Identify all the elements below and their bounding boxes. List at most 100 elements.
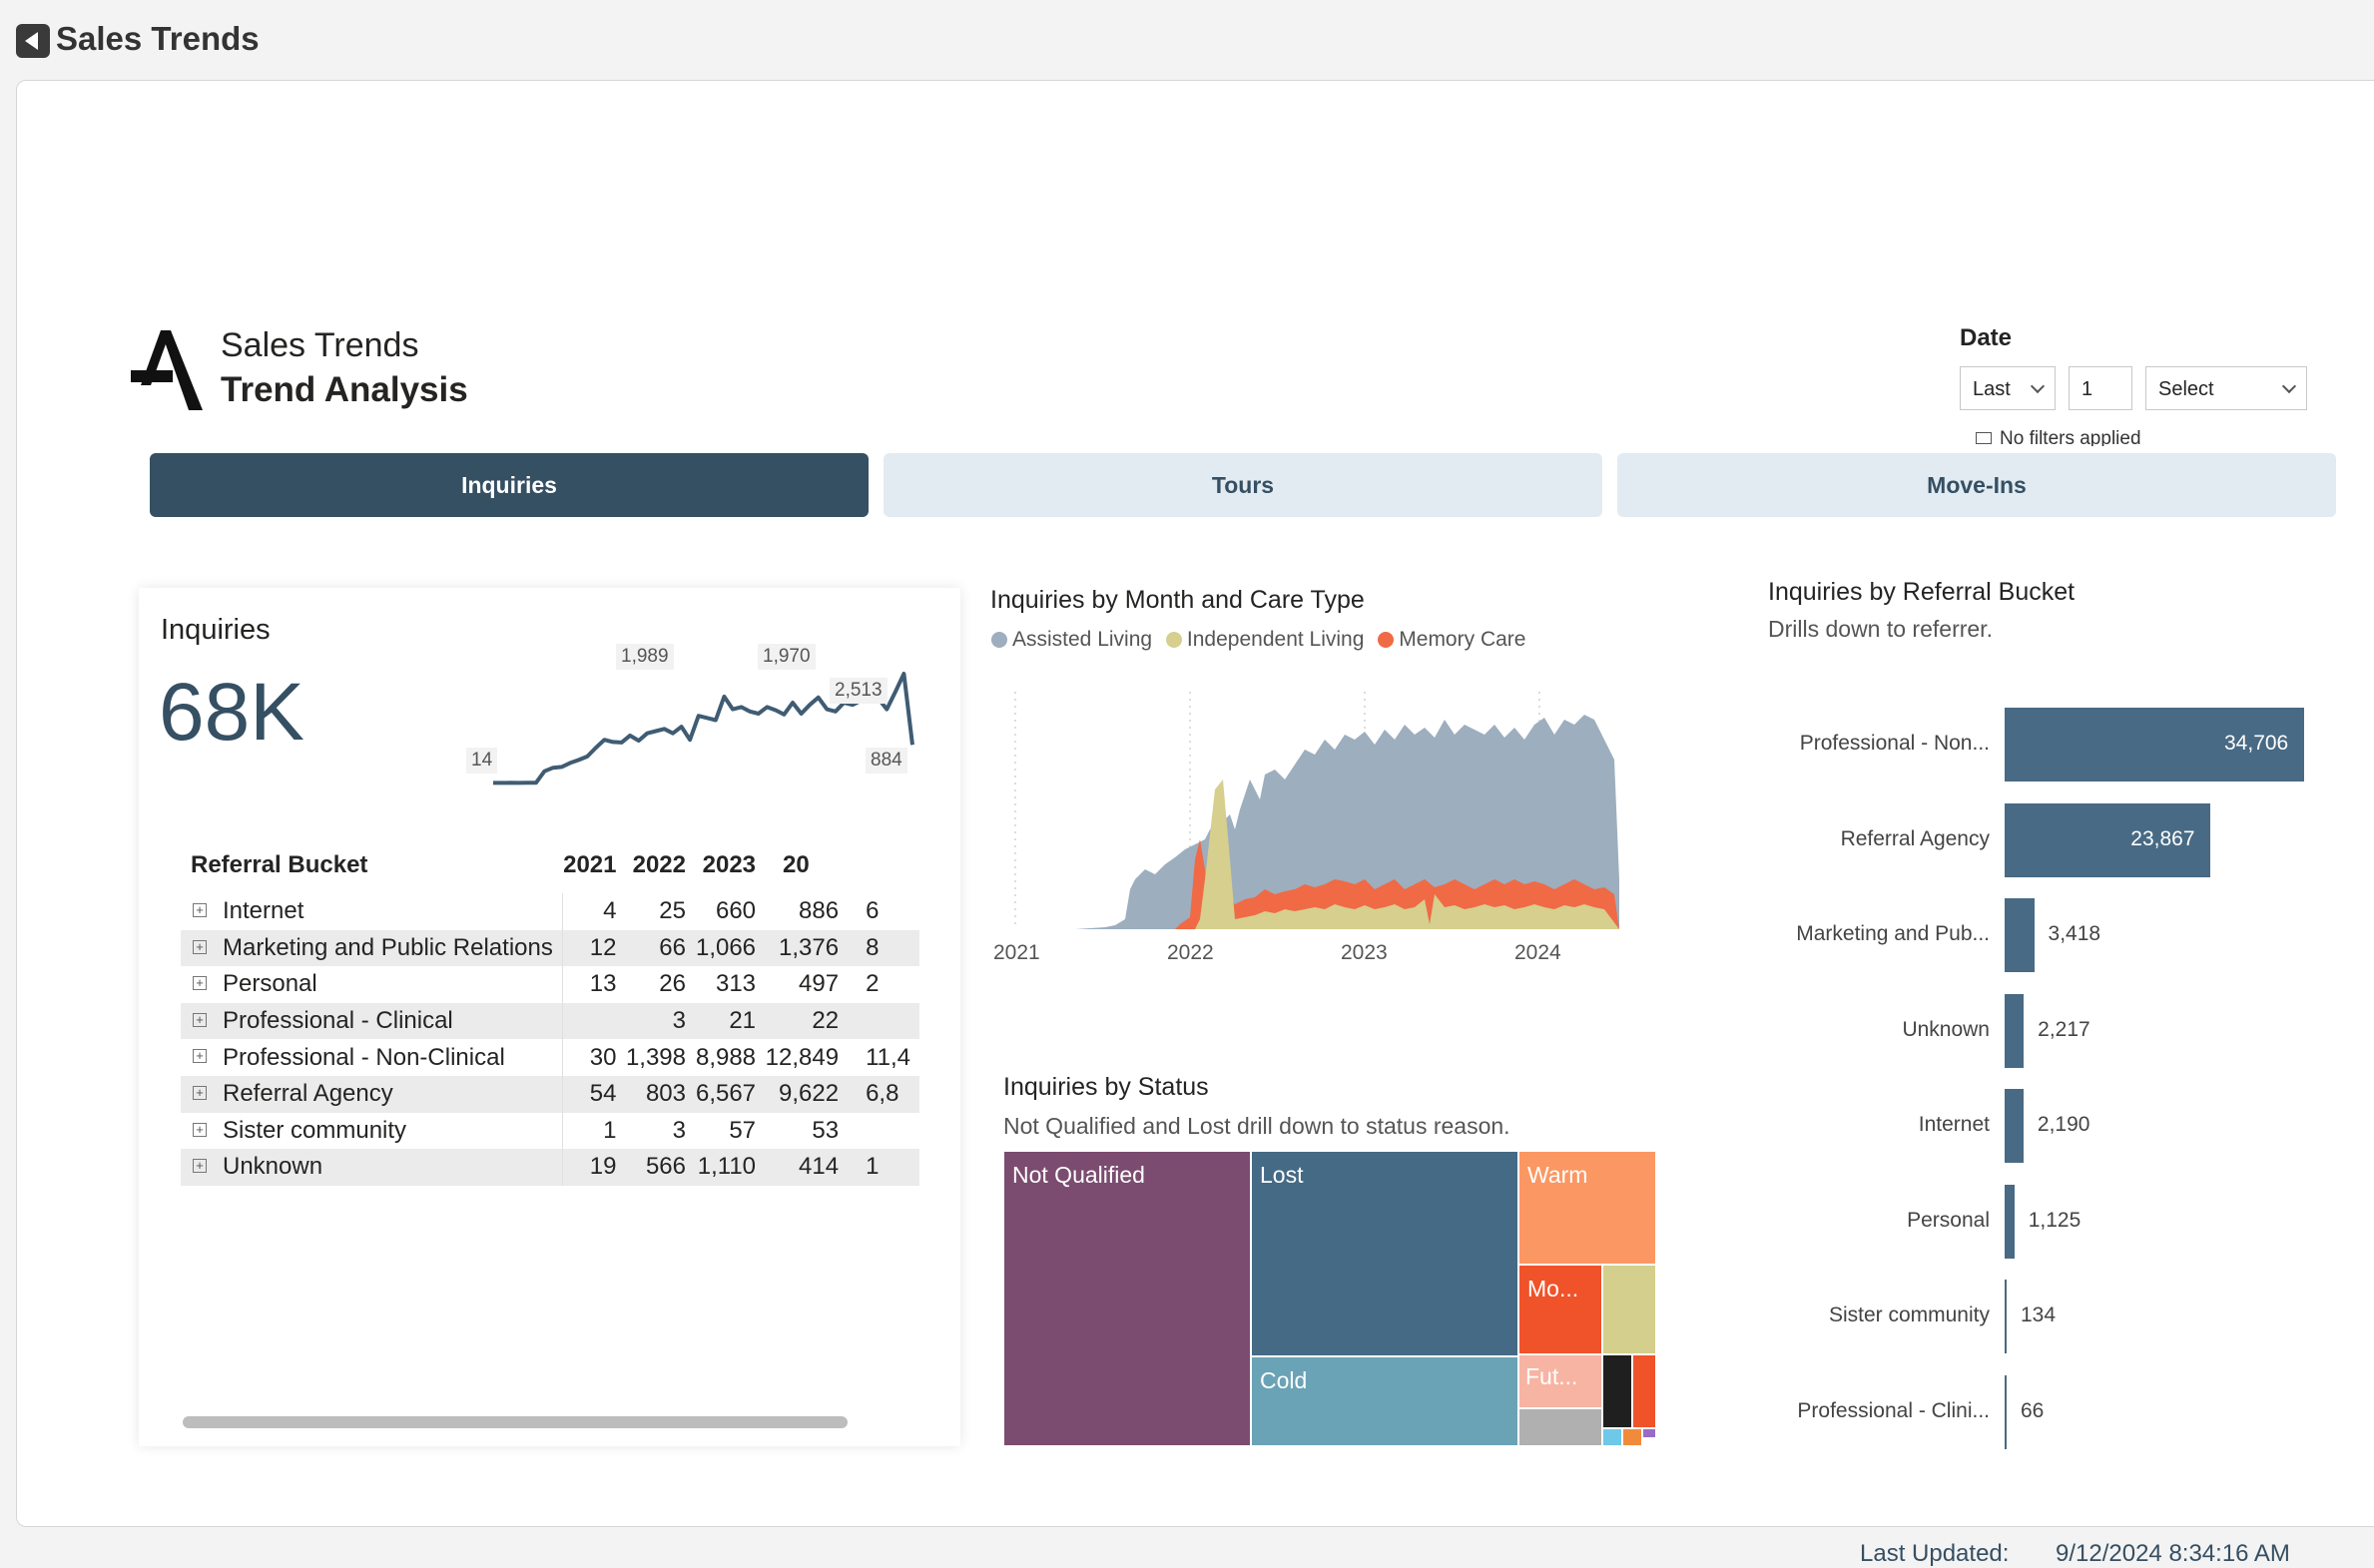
expand-plus-icon[interactable]: +: [193, 939, 207, 954]
sparkline-recent-label: 2,513: [830, 678, 888, 704]
expand-plus-icon[interactable]: +: [193, 1122, 207, 1137]
brand-line-1: Sales Trends: [221, 326, 419, 364]
series-assisted-living[interactable]: [1015, 715, 1619, 929]
expand-plus-icon[interactable]: +: [193, 1085, 207, 1100]
bar-category-label: Marketing and Pub...: [1796, 922, 1990, 945]
bar-category-label: Professional - Non...: [1799, 732, 1990, 755]
cell-value: 12: [562, 929, 626, 967]
cell-value: 497: [799, 970, 840, 998]
matrix-header-2024[interactable]: 20: [783, 851, 810, 878]
treemap-not-qualified[interactable]: Not Qualified: [1003, 1151, 1251, 1446]
treemap-tile-small[interactable]: [1642, 1428, 1656, 1438]
table-row[interactable]: Personal + 13 26 313 497 2: [181, 966, 919, 1003]
date-filter-label: Date: [1960, 324, 2013, 351]
expand-plus-icon[interactable]: +: [193, 976, 207, 991]
sparkline-line: [493, 672, 914, 785]
tab-move-ins[interactable]: Move-Ins: [1617, 453, 2336, 517]
table-row[interactable]: Professional - Non-Clinical + 30 1,398 8,988…: [181, 1039, 919, 1076]
bar[interactable]: [2005, 1184, 2015, 1259]
x-tick-2021: 2021: [993, 941, 1040, 964]
bar[interactable]: [2005, 1089, 2024, 1163]
cell-value: 414: [765, 1149, 849, 1186]
x-tick-2023: 2023: [1341, 941, 1388, 964]
date-relative-dropdown[interactable]: Last: [1960, 366, 2056, 410]
bar[interactable]: [2005, 993, 2025, 1068]
month-chart-title: Inquiries by Month and Care Type: [990, 586, 1365, 614]
cell-value: 3: [625, 1002, 695, 1040]
tab-tours[interactable]: Tours: [884, 453, 1602, 517]
treemap-tile-red[interactable]: [1632, 1354, 1656, 1428]
chevron-down-icon: [2030, 378, 2046, 394]
last-updated-value: 9/12/2024 8:34:16 AM: [2056, 1540, 2290, 1567]
expand-plus-icon[interactable]: +: [193, 1049, 207, 1064]
cell-value: 30: [589, 1043, 617, 1071]
table-row[interactable]: Referral Agency +54 803 6,567 9,622 6,8: [181, 1075, 919, 1113]
bar[interactable]: [2005, 1374, 2007, 1449]
status-chart-title: Inquiries by Status: [1003, 1073, 1209, 1101]
status-chart-subtitle: Not Qualified and Lost drill down to sta…: [1003, 1113, 1510, 1139]
treemap-tile-black[interactable]: [1602, 1354, 1632, 1428]
month-area-chart[interactable]: [995, 680, 1664, 939]
tab-inquiries[interactable]: Inquiries: [150, 453, 869, 517]
series-independent-living[interactable]: [1015, 780, 1619, 929]
brand-line-2: Trend Analysis: [221, 370, 468, 409]
cell-value: 12,849: [765, 1043, 840, 1071]
expand-plus-icon[interactable]: +: [193, 903, 207, 917]
treemap-mo[interactable]: Mo...: [1518, 1265, 1602, 1354]
date-unit-value: Select: [2158, 378, 2214, 400]
filter-status-text: No filters applied: [2000, 428, 2141, 446]
matrix-header-2023[interactable]: 2023: [702, 851, 757, 878]
back-arrow-icon[interactable]: [16, 24, 50, 58]
x-tick-2024: 2024: [1514, 941, 1561, 964]
bar-category-label: Internet: [1918, 1113, 1990, 1136]
legend-item-memory[interactable]: Memory Care: [1378, 628, 1525, 651]
cell-value: 6,8: [848, 1075, 919, 1113]
date-unit-dropdown[interactable]: Select: [2145, 366, 2307, 410]
matrix-header-2021[interactable]: 2021: [563, 851, 617, 878]
date-count-input[interactable]: 1: [2069, 366, 2132, 410]
cell-value: 1,376: [765, 929, 849, 967]
bar-category-label: Professional - Clini...: [1797, 1398, 1990, 1422]
matrix-header-bucket[interactable]: Referral Bucket: [191, 851, 368, 878]
series-memory-care[interactable]: [1015, 839, 1619, 929]
treemap-tile-gray[interactable]: [1518, 1408, 1602, 1446]
expand-plus-icon[interactable]: +: [193, 1012, 207, 1027]
treemap-lost[interactable]: Lost: [1251, 1151, 1518, 1356]
horizontal-scrollbar[interactable]: [183, 1416, 848, 1428]
table-row[interactable]: Unknown +19 566 1,110 414 1: [181, 1149, 919, 1186]
expand-plus-icon[interactable]: +: [193, 1159, 207, 1174]
bar-category-label: Referral Agency: [1840, 826, 1990, 850]
cell-value: 6,567: [695, 1075, 766, 1113]
matrix-header-row: Referral Bucket 2021 2022 2023 20: [181, 837, 919, 893]
row-label: Professional - Clinical +: [181, 1002, 563, 1040]
treemap-tile-small[interactable]: [1622, 1428, 1642, 1446]
table-row[interactable]: Internet + 4 25 660 886 6: [181, 893, 919, 930]
table-row[interactable]: Sister community + 1 3 57 53: [181, 1112, 919, 1150]
legend-item-independent[interactable]: Independent Living: [1165, 628, 1364, 651]
table-row[interactable]: Marketing and Public Relations +12 66 1,066…: [181, 929, 919, 967]
table-row[interactable]: Professional - Clinical + 3 21 22: [181, 1002, 919, 1040]
cell-value: 8,988: [695, 1043, 757, 1071]
bar[interactable]: [2005, 898, 2035, 972]
legend-item-assisted[interactable]: Assisted Living: [991, 628, 1152, 651]
cell-value: 26: [659, 970, 686, 998]
bar-category-label: Personal: [1907, 1208, 1990, 1232]
treemap-tile-olive[interactable]: [1602, 1265, 1656, 1354]
treemap-cold[interactable]: Cold: [1251, 1356, 1518, 1446]
matrix-header-2022[interactable]: 2022: [632, 851, 686, 878]
treemap-warm[interactable]: Warm: [1518, 1151, 1656, 1265]
bar[interactable]: [2005, 1280, 2007, 1353]
inquiries-sparkline: [493, 672, 914, 785]
row-label: Marketing and Public Relations +: [181, 929, 563, 967]
sparkline-peak2-label: 1,970: [758, 644, 816, 670]
treemap-fut[interactable]: Fut...: [1518, 1354, 1602, 1408]
row-label: Sister community +: [181, 1112, 563, 1150]
cell-value: 6: [866, 897, 880, 925]
bar[interactable]: [2005, 708, 2304, 782]
treemap-tile-small[interactable]: [1602, 1428, 1622, 1446]
row-label: Personal +: [181, 966, 563, 1003]
company-logo: [131, 330, 203, 410]
row-label: Professional - Non-Clinical +: [181, 1039, 563, 1076]
bar[interactable]: [2005, 802, 2211, 877]
cell-value: 11,4: [866, 1043, 910, 1071]
